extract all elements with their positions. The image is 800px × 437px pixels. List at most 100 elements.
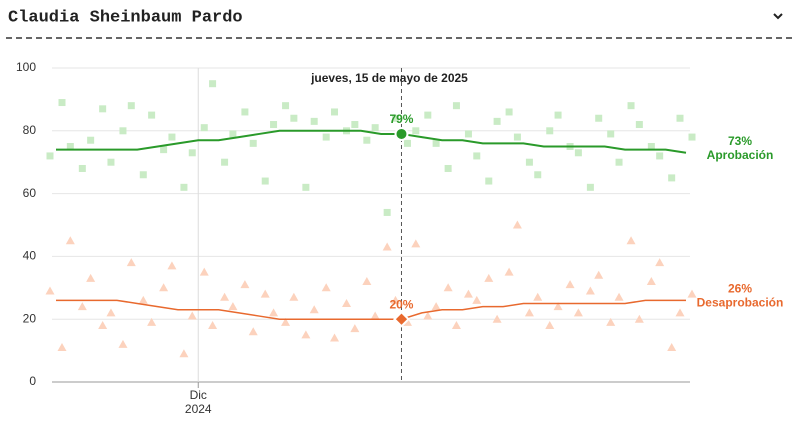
poll-point: [78, 164, 86, 172]
poll-point: [565, 280, 575, 289]
page-title: Claudia Sheinbaum Pardo: [8, 8, 243, 27]
poll-point: [301, 330, 311, 339]
poll-point: [586, 183, 594, 191]
poll-point: [634, 314, 644, 323]
poll-point: [505, 108, 513, 116]
poll-point: [351, 121, 359, 129]
poll-point: [126, 258, 136, 267]
poll-point: [331, 108, 339, 116]
poll-point: [573, 308, 583, 317]
y-tick-label: 60: [23, 186, 37, 200]
poll-point: [66, 143, 74, 150]
poll-point: [168, 133, 176, 141]
poll-point: [99, 105, 107, 113]
poll-point: [472, 295, 482, 304]
poll-point: [390, 295, 400, 304]
poll-point: [309, 305, 319, 314]
poll-point: [412, 127, 420, 135]
poll-point: [595, 114, 603, 122]
poll-point: [451, 320, 461, 329]
legend-label: Desaprobación: [697, 296, 784, 310]
hover-point: [394, 126, 409, 141]
poll-point: [533, 292, 543, 301]
poll-point: [322, 133, 330, 141]
poll-point: [148, 111, 156, 119]
y-tick-label: 40: [23, 249, 37, 263]
poll-point: [424, 111, 432, 119]
poll-point: [87, 136, 95, 144]
poll-point: [485, 177, 493, 185]
poll-point: [58, 99, 66, 107]
poll-point: [65, 236, 75, 245]
y-tick-label: 0: [29, 374, 36, 388]
poll-point: [452, 102, 460, 110]
poll-point: [167, 261, 177, 270]
poll-point: [229, 130, 237, 138]
legend-label: Aprobación: [707, 148, 774, 162]
poll-point: [179, 349, 189, 358]
poll-point: [330, 333, 340, 342]
poll-point: [675, 308, 685, 317]
poll-point: [626, 236, 636, 245]
poll-point: [199, 267, 209, 276]
poll-point: [656, 152, 664, 160]
end-value-label: 73%: [728, 134, 752, 148]
poll-point: [382, 242, 392, 251]
poll-point: [370, 311, 380, 320]
poll-point: [107, 158, 115, 166]
poll-point: [554, 111, 562, 119]
poll-point: [607, 130, 615, 138]
poll-point: [310, 117, 318, 125]
poll-point: [432, 139, 440, 147]
collapse-chevron[interactable]: [773, 13, 783, 20]
poll-point: [545, 320, 555, 329]
poll-point: [249, 139, 257, 147]
poll-point: [220, 292, 230, 301]
poll-point: [363, 136, 371, 144]
poll-point: [269, 308, 279, 317]
poll-point: [106, 308, 116, 317]
poll-point: [463, 289, 473, 298]
poll-point: [289, 292, 299, 301]
poll-point: [443, 283, 453, 292]
poll-point: [57, 342, 67, 351]
poll-point: [302, 183, 310, 191]
poll-point: [585, 286, 595, 295]
poll-point: [119, 127, 127, 135]
poll-point: [221, 158, 229, 166]
poll-point: [147, 317, 157, 326]
poll-point: [209, 80, 217, 88]
poll-point: [241, 108, 249, 116]
poll-point: [668, 174, 676, 182]
poll-point: [270, 121, 278, 129]
poll-point: [647, 143, 655, 150]
poll-point: [403, 139, 411, 147]
poll-point: [492, 314, 502, 323]
poll-point: [45, 286, 55, 295]
poll-point: [687, 289, 697, 298]
poll-point: [86, 273, 96, 282]
poll-point: [423, 311, 433, 320]
poll-point: [464, 130, 472, 138]
hover-date: jueves, 15 de mayo de 2025: [310, 71, 468, 85]
poll-point: [371, 124, 379, 132]
poll-point: [534, 171, 542, 179]
poll-point: [321, 283, 331, 292]
x-tick-label-box: Dic 2024: [184, 388, 212, 416]
poll-point: [512, 220, 522, 229]
poll-point: [362, 277, 372, 286]
poll-point: [248, 327, 258, 336]
poll-point: [546, 127, 554, 135]
poll-point: [513, 133, 521, 141]
poll-point: [290, 114, 298, 122]
poll-point: [493, 117, 501, 125]
poll-point: [627, 102, 635, 110]
poll-point: [159, 283, 169, 292]
poll-point: [98, 320, 108, 329]
end-value-label: 26%: [728, 282, 752, 296]
hover-value-label: 20%: [389, 297, 413, 311]
poll-point: [594, 270, 604, 279]
x-tick-label: Dic 2024: [184, 388, 212, 416]
y-tick-label: 80: [23, 123, 37, 137]
